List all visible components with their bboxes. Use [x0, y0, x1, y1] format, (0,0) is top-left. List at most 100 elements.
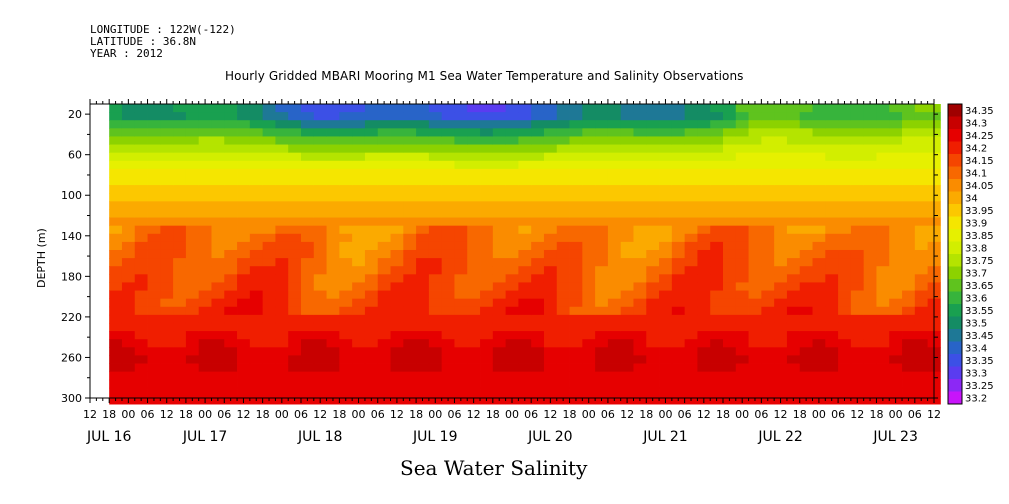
heatmap-cell [211, 152, 225, 162]
x-day-label: JUL 22 [757, 429, 802, 445]
heatmap-cell [224, 217, 238, 227]
heatmap-cell [889, 306, 903, 316]
heatmap-cell [198, 387, 212, 397]
heatmap-cell [825, 225, 839, 235]
heatmap-cell [224, 306, 238, 316]
heatmap-cell [825, 152, 839, 162]
heatmap-cell [313, 104, 327, 113]
heatmap-cell [799, 249, 813, 259]
heatmap-cell [850, 266, 865, 275]
heatmap-cell [723, 322, 737, 332]
heatmap-cell [761, 274, 775, 283]
heatmap-cell [671, 152, 686, 162]
heatmap-cell [237, 282, 251, 291]
heatmap-cell [121, 209, 136, 218]
heatmap-cell [480, 298, 494, 308]
heatmap-cell [352, 371, 366, 381]
heatmap-cell [761, 379, 775, 389]
heatmap-cell [173, 241, 187, 251]
heatmap-cell [339, 387, 353, 397]
heatmap-cell [556, 128, 570, 137]
heatmap-cell [633, 201, 647, 210]
x-tick-label: 06 [141, 408, 155, 421]
heatmap-cell [441, 217, 455, 227]
heatmap-cell [301, 298, 315, 308]
x-day-label: JUL 23 [872, 429, 917, 445]
heatmap-cell [121, 290, 136, 300]
heatmap-cell [339, 209, 353, 218]
heatmap-cell [441, 387, 455, 397]
heatmap-cell [850, 144, 865, 154]
heatmap-cell [198, 274, 212, 283]
heatmap-cell [224, 176, 238, 186]
heatmap-cell [914, 282, 929, 291]
heatmap-cell [121, 136, 136, 145]
heatmap-cell [710, 258, 724, 267]
heatmap-cell [403, 266, 417, 275]
heatmap-cell [556, 241, 570, 251]
heatmap-cell [889, 112, 903, 121]
heatmap-cell [403, 274, 417, 283]
heatmap-cell [735, 233, 749, 243]
heatmap-cell [659, 185, 673, 194]
heatmap-cell [390, 233, 404, 243]
heatmap-cell [147, 209, 161, 218]
x-day-label: JUL 17 [182, 429, 227, 445]
heatmap-cell [160, 217, 174, 227]
heatmap-cell [467, 258, 481, 267]
heatmap-cell [185, 266, 200, 275]
heatmap-cell [774, 322, 788, 332]
heatmap-cell [288, 168, 302, 178]
heatmap-cell [569, 176, 583, 186]
heatmap-cell [543, 355, 558, 364]
heatmap-cell [531, 225, 545, 235]
heatmap-cell [237, 290, 251, 300]
heatmap-cell [850, 128, 865, 137]
heatmap-cell [301, 120, 315, 129]
heatmap-cell [914, 185, 929, 194]
heatmap-cell [620, 112, 634, 121]
heatmap-cell [441, 322, 455, 332]
heatmap-cell [710, 185, 724, 194]
heatmap-cell [249, 249, 264, 259]
heatmap-cell [748, 322, 762, 332]
heatmap-cell [249, 112, 264, 121]
heatmap-cell [416, 387, 430, 397]
heatmap-cell [812, 258, 826, 267]
heatmap-cell [646, 185, 660, 194]
heatmap-cell [902, 306, 916, 316]
x-day-label: JUL 19 [412, 429, 457, 445]
heatmap-cell [786, 298, 801, 308]
heatmap-cell [761, 112, 775, 121]
heatmap-cell [863, 144, 877, 154]
heatmap-cell [723, 152, 737, 162]
heatmap-cell [211, 120, 225, 129]
x-tick-label: 06 [908, 408, 922, 421]
heatmap-cell [620, 258, 634, 267]
heatmap-cell [505, 314, 519, 324]
heatmap-cell [825, 347, 839, 356]
heatmap-cell [403, 168, 417, 178]
heatmap-cell [607, 331, 622, 340]
heatmap-cell [505, 112, 519, 121]
heatmap-cell [326, 347, 340, 356]
heatmap-cell [684, 160, 698, 170]
heatmap-cell [147, 355, 161, 364]
heatmap-cell [173, 331, 187, 340]
heatmap-cell [889, 379, 903, 389]
heatmap-cell [173, 274, 187, 283]
heatmap-cell [339, 144, 353, 154]
heatmap-cell [416, 290, 430, 300]
heatmap-cell [556, 266, 570, 275]
heatmap-cell [723, 241, 737, 251]
heatmap-cell [518, 298, 532, 308]
heatmap-cell [786, 379, 801, 389]
heatmap-cell [774, 193, 788, 202]
heatmap-cell [352, 168, 366, 178]
heatmap-cell [237, 249, 251, 259]
heatmap-cell [428, 322, 443, 332]
heatmap-cell [646, 314, 660, 324]
heatmap-cell [812, 136, 826, 145]
heatmap-cell [595, 128, 609, 137]
